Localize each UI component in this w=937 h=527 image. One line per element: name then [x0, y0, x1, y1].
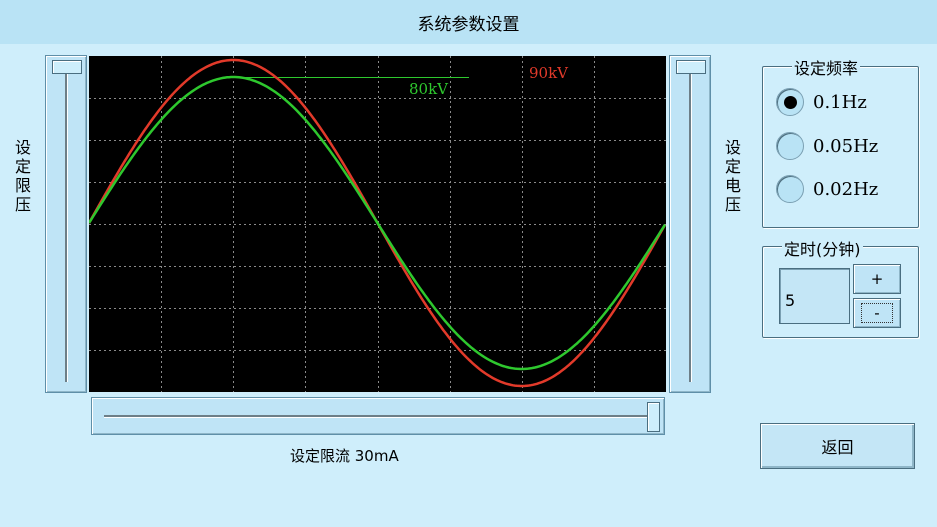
- slider-thumb[interactable]: [52, 60, 82, 74]
- left-slider-label: 设定限压: [14, 138, 31, 214]
- slider-thumb[interactable]: [647, 402, 660, 432]
- frequency-option-label: 0.1Hz: [813, 91, 867, 113]
- frequency-option-0[interactable]: 0.1Hz: [776, 88, 867, 116]
- set-voltage-slider[interactable]: [669, 55, 711, 393]
- frequency-option-2[interactable]: 0.02Hz: [776, 175, 878, 203]
- green-waveform-label: 80kV: [409, 80, 449, 98]
- current-slider-label: 设定限流 30mA: [290, 447, 399, 465]
- window-title: 系统参数设置: [417, 14, 520, 35]
- waveform-svg: [89, 56, 666, 392]
- green-waveform: [89, 75, 666, 371]
- radio-unchecked-icon[interactable]: [776, 132, 804, 160]
- slider-track: [689, 68, 692, 382]
- back-button-label: 返回: [821, 438, 854, 457]
- title-bar: 系统参数设置: [0, 0, 937, 44]
- slider-thumb[interactable]: [676, 60, 706, 74]
- timer-value-field[interactable]: 5: [779, 268, 850, 324]
- plus-label: +: [870, 270, 884, 288]
- red-waveform-label: 90kV: [529, 64, 569, 82]
- back-button[interactable]: 返回: [760, 423, 915, 469]
- right-slider-label: 设定电压: [724, 138, 741, 214]
- decrement-button[interactable]: -: [853, 298, 901, 328]
- frequency-option-label: 0.02Hz: [813, 178, 879, 200]
- radio-unchecked-icon[interactable]: [776, 175, 804, 203]
- frequency-option-1[interactable]: 0.05Hz: [776, 132, 878, 160]
- timer-group-title: 定时(分钟): [782, 236, 863, 260]
- slider-track: [104, 415, 652, 418]
- frequency-option-label: 0.05Hz: [813, 135, 879, 157]
- slider-track: [65, 68, 68, 382]
- frequency-group-title: 设定频率: [792, 55, 861, 79]
- increment-button[interactable]: +: [853, 264, 901, 294]
- minus-label: -: [861, 303, 893, 323]
- limit-voltage-slider[interactable]: [45, 55, 87, 393]
- waveform-display: 90kV 80kV: [89, 56, 666, 392]
- radio-checked-icon[interactable]: [776, 88, 804, 116]
- limit-current-slider[interactable]: [91, 397, 665, 435]
